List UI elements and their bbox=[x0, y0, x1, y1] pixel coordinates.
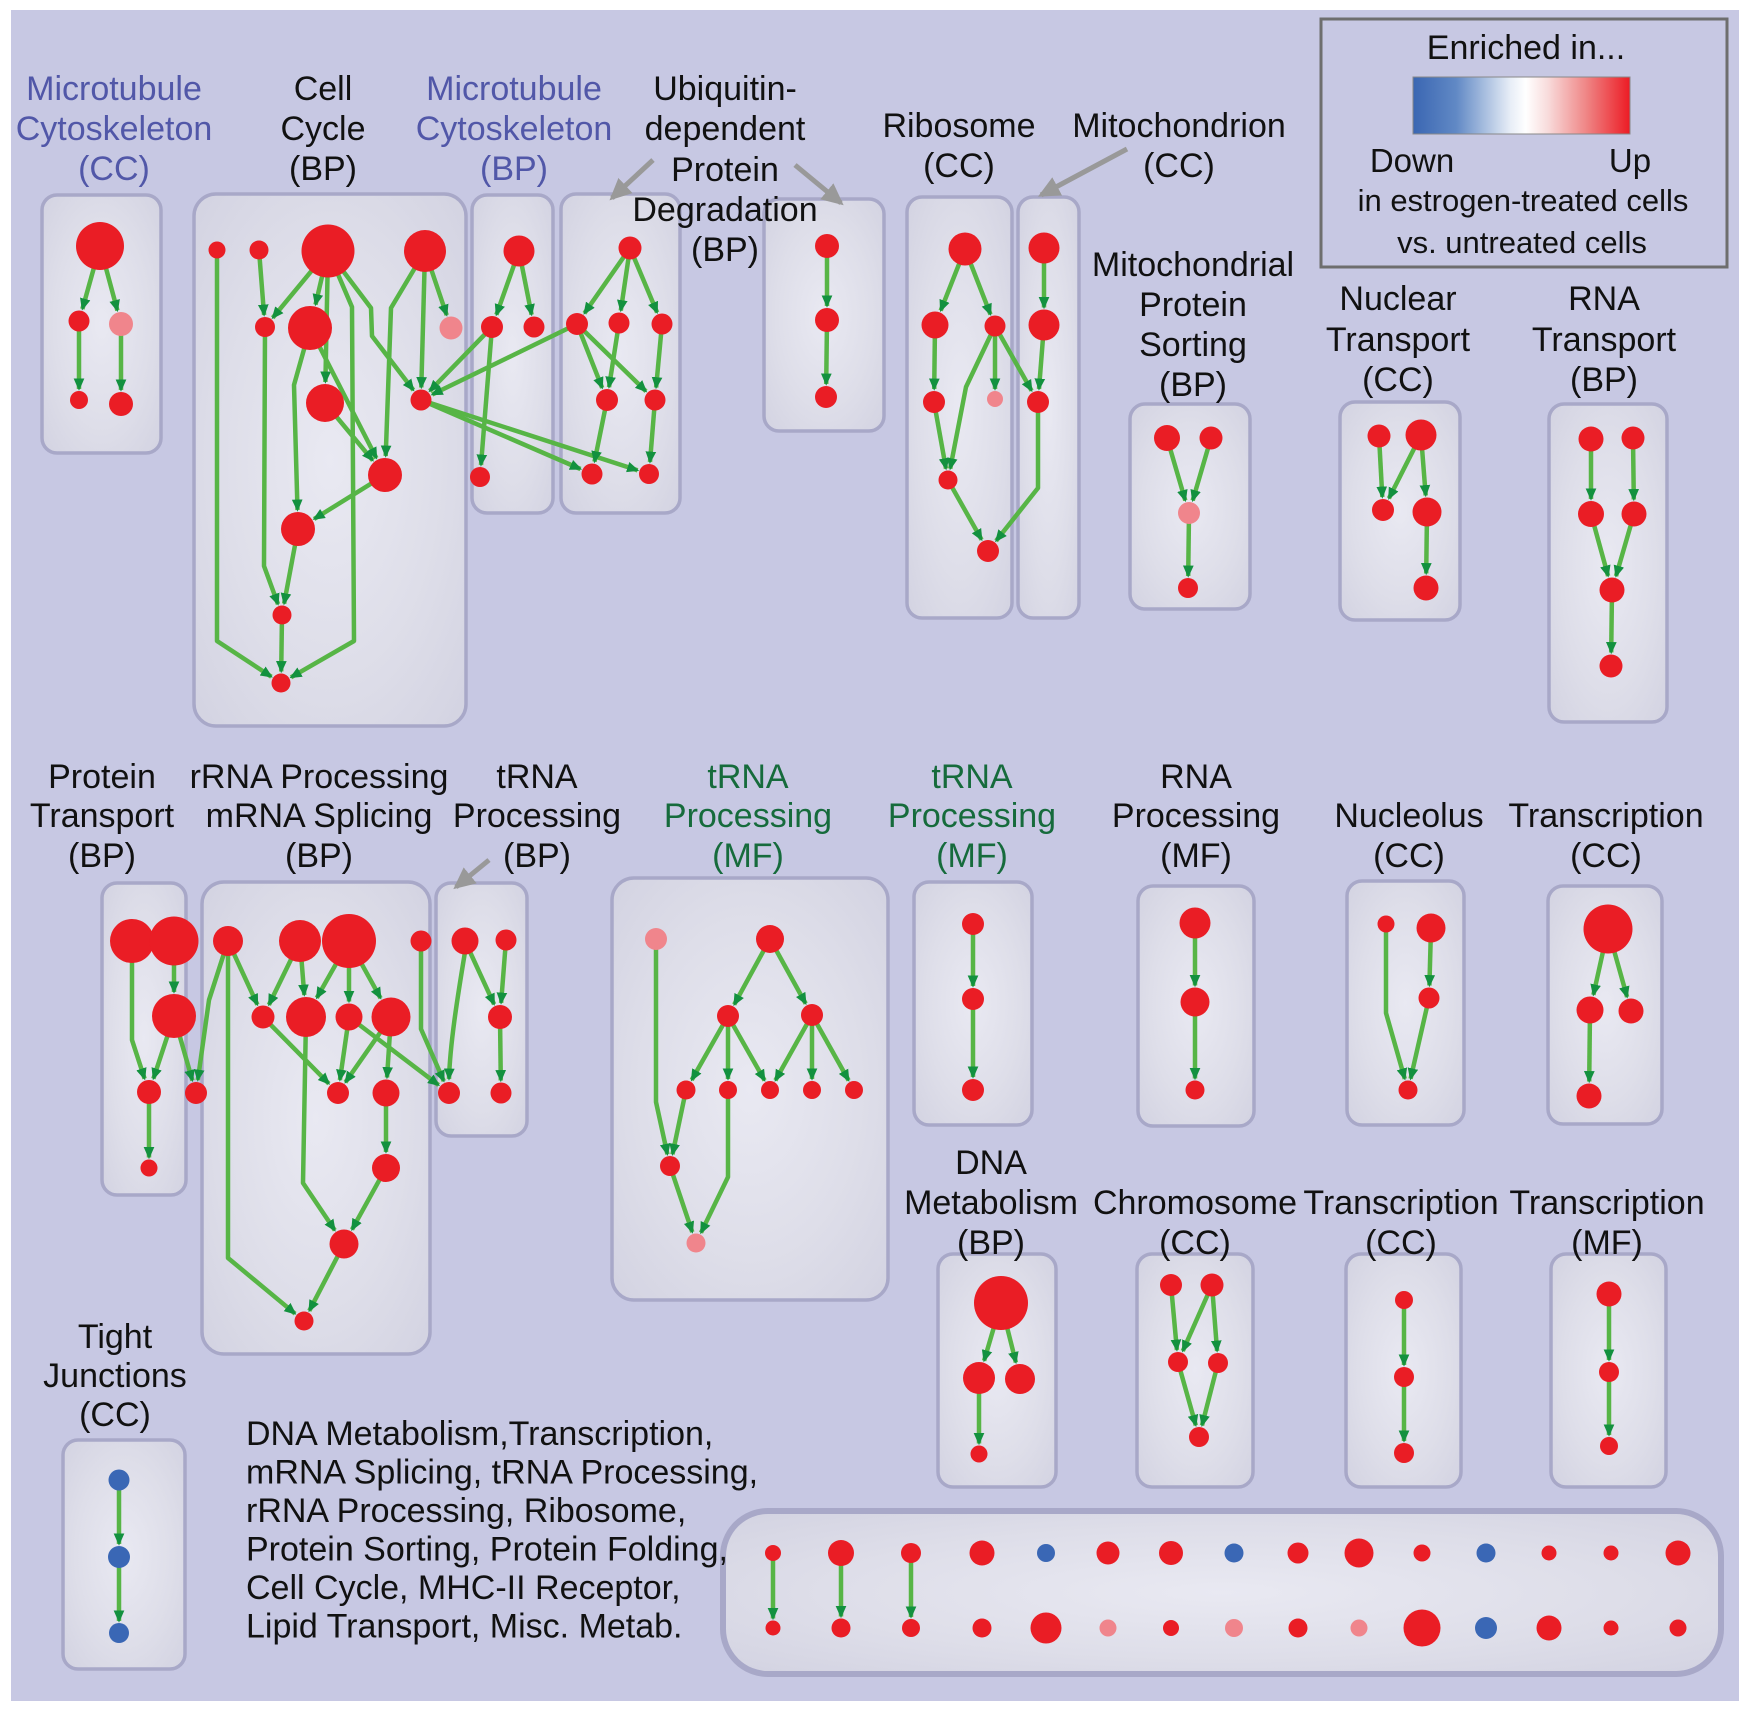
svg-text:Transcription: Transcription bbox=[1508, 797, 1703, 835]
svg-text:Protein: Protein bbox=[671, 151, 779, 189]
svg-text:(CC): (CC) bbox=[1159, 1224, 1231, 1262]
svg-text:Cycle: Cycle bbox=[280, 110, 365, 148]
svg-text:DNA: DNA bbox=[955, 1144, 1027, 1182]
svg-text:in estrogen-treated cells: in estrogen-treated cells bbox=[1358, 183, 1689, 218]
svg-text:Ubiquitin-: Ubiquitin- bbox=[653, 70, 797, 108]
svg-text:Microtubule: Microtubule bbox=[426, 70, 602, 108]
svg-text:(BP): (BP) bbox=[68, 837, 136, 875]
svg-text:mRNA Splicing: mRNA Splicing bbox=[206, 797, 433, 835]
svg-text:(CC): (CC) bbox=[1373, 837, 1445, 875]
svg-text:Processing: Processing bbox=[888, 797, 1056, 835]
svg-text:Chromosome: Chromosome bbox=[1093, 1184, 1297, 1222]
svg-text:Lipid Transport, Misc. Metab.: Lipid Transport, Misc. Metab. bbox=[246, 1608, 683, 1646]
svg-text:Cytoskeleton: Cytoskeleton bbox=[416, 110, 613, 148]
svg-text:(BP): (BP) bbox=[691, 231, 759, 269]
svg-text:Sorting: Sorting bbox=[1139, 326, 1247, 364]
svg-text:Processing: Processing bbox=[1112, 797, 1280, 835]
svg-text:Microtubule: Microtubule bbox=[26, 70, 202, 108]
svg-text:(BP): (BP) bbox=[1570, 361, 1638, 399]
svg-text:(CC): (CC) bbox=[1570, 837, 1642, 875]
svg-text:Junctions: Junctions bbox=[43, 1357, 187, 1395]
svg-text:Transport: Transport bbox=[1532, 321, 1677, 359]
svg-text:Protein Sorting, Protein Foldi: Protein Sorting, Protein Folding, bbox=[246, 1531, 728, 1569]
svg-text:Cell: Cell bbox=[294, 70, 353, 108]
svg-text:Tight: Tight bbox=[78, 1318, 153, 1356]
svg-text:Transcription: Transcription bbox=[1303, 1184, 1498, 1222]
svg-text:Ribosome: Ribosome bbox=[882, 107, 1035, 145]
svg-text:Transcription: Transcription bbox=[1509, 1184, 1704, 1222]
svg-text:dependent: dependent bbox=[645, 110, 806, 148]
svg-text:(CC): (CC) bbox=[1362, 361, 1434, 399]
svg-text:tRNA: tRNA bbox=[707, 758, 789, 796]
svg-text:Up: Up bbox=[1609, 142, 1651, 179]
svg-text:(MF): (MF) bbox=[936, 837, 1008, 875]
svg-text:(BP): (BP) bbox=[289, 150, 357, 188]
svg-text:Cell Cycle, MHC-II Receptor,: Cell Cycle, MHC-II Receptor, bbox=[246, 1569, 681, 1607]
svg-text:(BP): (BP) bbox=[480, 150, 548, 188]
svg-text:(CC): (CC) bbox=[923, 147, 995, 185]
svg-text:Mitochondrial: Mitochondrial bbox=[1092, 246, 1294, 284]
svg-text:DNA Metabolism,Transcription,: DNA Metabolism,Transcription, bbox=[246, 1415, 713, 1453]
svg-text:Mitochondrion: Mitochondrion bbox=[1072, 107, 1286, 145]
svg-text:(MF): (MF) bbox=[1160, 837, 1232, 875]
svg-text:(MF): (MF) bbox=[712, 837, 784, 875]
svg-text:(CC): (CC) bbox=[79, 1396, 151, 1434]
svg-text:Enriched in...: Enriched in... bbox=[1427, 29, 1625, 67]
svg-text:(CC): (CC) bbox=[1365, 1224, 1437, 1262]
svg-text:Protein: Protein bbox=[1139, 286, 1247, 324]
svg-text:Nuclear: Nuclear bbox=[1339, 280, 1456, 318]
svg-text:Transport: Transport bbox=[30, 797, 175, 835]
svg-text:(BP): (BP) bbox=[1159, 366, 1227, 404]
svg-text:RNA: RNA bbox=[1568, 280, 1640, 318]
svg-text:rRNA Processing: rRNA Processing bbox=[190, 758, 449, 796]
svg-text:Degradation: Degradation bbox=[632, 191, 817, 229]
svg-text:(BP): (BP) bbox=[503, 837, 571, 875]
svg-text:Protein: Protein bbox=[48, 758, 156, 796]
svg-text:Processing: Processing bbox=[453, 797, 621, 835]
svg-text:RNA: RNA bbox=[1160, 758, 1232, 796]
svg-text:mRNA Splicing, tRNA Processing: mRNA Splicing, tRNA Processing, bbox=[246, 1454, 758, 1492]
svg-text:Down: Down bbox=[1370, 142, 1454, 179]
svg-text:(CC): (CC) bbox=[78, 150, 150, 188]
svg-text:Cytoskeleton: Cytoskeleton bbox=[16, 110, 213, 148]
svg-text:Nucleolus: Nucleolus bbox=[1334, 797, 1483, 835]
svg-text:Metabolism: Metabolism bbox=[904, 1184, 1078, 1222]
svg-text:(BP): (BP) bbox=[957, 1224, 1025, 1262]
svg-text:(MF): (MF) bbox=[1571, 1224, 1643, 1262]
svg-text:tRNA: tRNA bbox=[496, 758, 578, 796]
svg-text:Processing: Processing bbox=[664, 797, 832, 835]
svg-text:tRNA: tRNA bbox=[931, 758, 1013, 796]
svg-text:Transport: Transport bbox=[1326, 321, 1471, 359]
svg-text:(BP): (BP) bbox=[285, 837, 353, 875]
svg-text:rRNA Processing, Ribosome,: rRNA Processing, Ribosome, bbox=[246, 1492, 686, 1530]
svg-text:(CC): (CC) bbox=[1143, 147, 1215, 185]
svg-text:vs. untreated cells: vs. untreated cells bbox=[1397, 225, 1647, 260]
